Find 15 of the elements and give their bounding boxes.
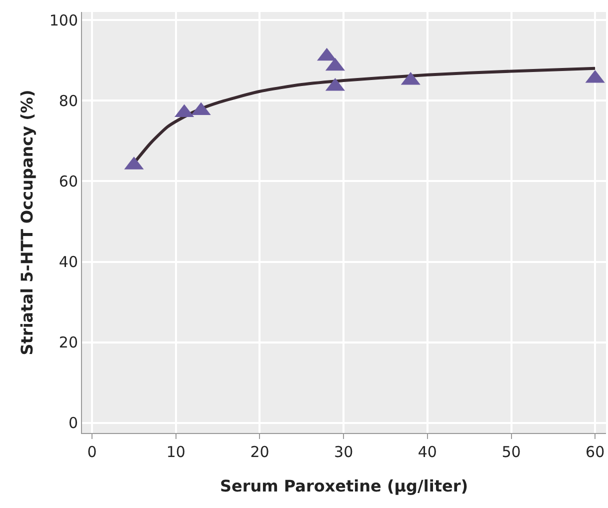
y-tick-label: 0	[68, 414, 78, 432]
y-tick-label: 60	[58, 172, 78, 190]
y-axis-title: Striatal 5-HTT Occupancy (%)	[17, 90, 36, 356]
y-tick-label: 20	[58, 334, 78, 352]
x-tick-label: 50	[502, 443, 521, 461]
x-tick-label: 20	[250, 443, 270, 461]
x-axis-title: Serum Paroxetine (µg/liter)	[220, 476, 468, 496]
x-tick-label: 60	[586, 443, 605, 461]
x-tick-label: 0	[87, 443, 97, 461]
x-tick-label: 40	[418, 443, 437, 461]
y-tick-label: 40	[58, 253, 78, 272]
x-tick-label: 10	[166, 443, 186, 461]
x-tick-label: 30	[334, 443, 354, 461]
y-tick-label: 80	[58, 92, 78, 110]
y-tick-label: 100	[49, 11, 78, 30]
